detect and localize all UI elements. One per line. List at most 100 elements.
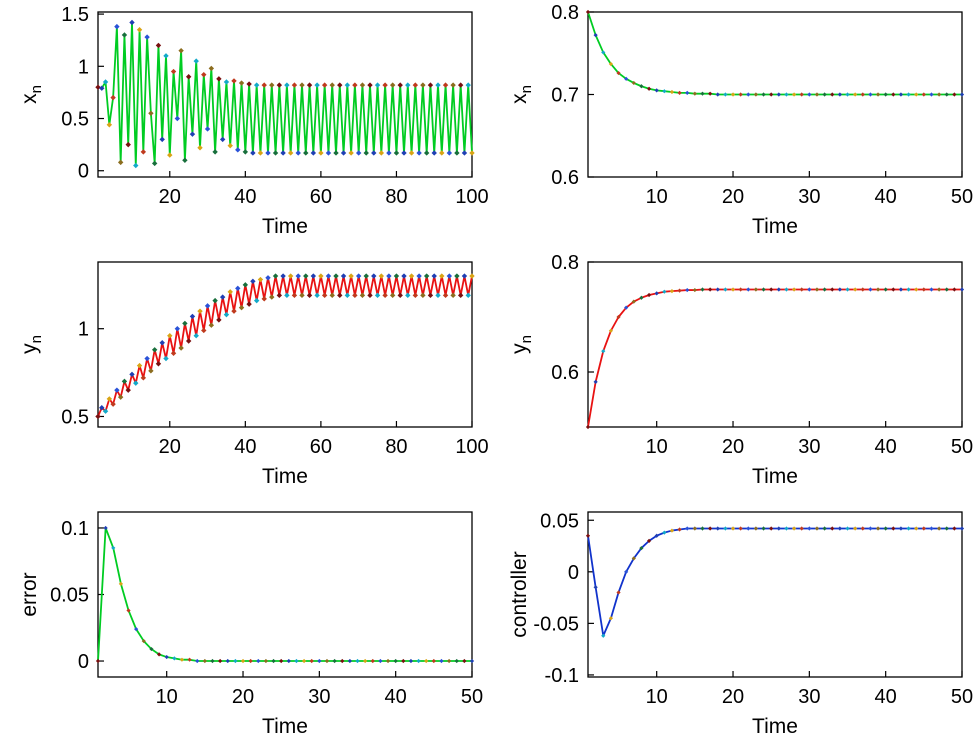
data-point-marker bbox=[837, 287, 842, 292]
x-tick-label: 100 bbox=[455, 186, 488, 208]
x-tick-label: 60 bbox=[310, 186, 332, 208]
chart-canvas-xn-chaotic: 20 40 60 80 100 0 0.5 1 1.5 Time xn bbox=[18, 4, 489, 238]
data-point-marker bbox=[265, 150, 271, 156]
data-point-marker bbox=[875, 287, 881, 292]
data-point-marker bbox=[608, 616, 613, 621]
data-point-marker bbox=[156, 652, 162, 657]
data-point-marker bbox=[140, 375, 147, 381]
data-point-marker bbox=[393, 658, 398, 664]
axes-box bbox=[97, 511, 473, 678]
x-tick-label: 60 bbox=[310, 436, 332, 458]
data-point-marker bbox=[314, 82, 320, 88]
data-point-marker bbox=[401, 273, 407, 279]
data-point-marker bbox=[393, 273, 400, 279]
subplot-yn-chaotic: 20 40 60 80 100 0.5 1 Time yn bbox=[0, 250, 490, 500]
data-point-marker bbox=[738, 526, 743, 531]
data-point-marker bbox=[170, 68, 177, 75]
data-point-marker bbox=[929, 526, 934, 531]
data-point-marker bbox=[389, 82, 396, 88]
tick-labels: 20 40 60 80 100 0.5 1 bbox=[61, 319, 489, 458]
data-point-marker bbox=[363, 150, 369, 156]
subplot-xn-controlled: 10 20 30 40 50 0.6 0.7 0.8 Time xn bbox=[490, 0, 980, 250]
data-point-marker bbox=[435, 82, 441, 88]
data-point-marker bbox=[133, 162, 139, 169]
chart-canvas-controller: 10 20 30 40 50 -0.1 -0.05 0 0.05 Time controller bbox=[508, 510, 973, 738]
data-point-marker bbox=[450, 292, 456, 299]
data-point-marker bbox=[868, 92, 873, 97]
data-point-marker bbox=[601, 633, 606, 638]
x-tick-label: 10 bbox=[156, 686, 178, 708]
x-axis-label: Time bbox=[262, 465, 308, 488]
x-tick-label: 40 bbox=[234, 186, 256, 208]
data-point-marker bbox=[374, 82, 381, 88]
data-point-marker bbox=[585, 424, 591, 430]
data-point-marker bbox=[446, 273, 453, 279]
data-point-marker bbox=[314, 292, 320, 299]
data-point-marker bbox=[435, 292, 441, 299]
data-point-marker bbox=[469, 658, 475, 664]
data-point-marker bbox=[799, 526, 804, 531]
data-point-marker bbox=[700, 91, 705, 96]
data-point-marker bbox=[624, 76, 629, 81]
data-point-marker bbox=[276, 292, 283, 299]
data-point-marker bbox=[929, 92, 934, 97]
data-point-marker bbox=[469, 273, 475, 279]
y-tick-label: 0.8 bbox=[551, 252, 579, 274]
axes-box bbox=[587, 511, 963, 678]
data-point-marker bbox=[235, 285, 241, 292]
data-point-marker bbox=[937, 287, 942, 292]
data-point-marker bbox=[359, 82, 366, 88]
data-point-marker bbox=[276, 82, 283, 88]
data-point-marker bbox=[367, 292, 373, 299]
data-point-marker bbox=[799, 92, 804, 97]
data-point-marker bbox=[256, 658, 261, 664]
data-point-marker bbox=[299, 292, 305, 299]
data-point-marker bbox=[860, 287, 865, 292]
series-markers bbox=[95, 273, 475, 420]
y-tick-label: 1 bbox=[78, 56, 89, 78]
data-point-marker bbox=[167, 152, 173, 158]
data-point-marker bbox=[944, 526, 949, 531]
data-point-marker bbox=[310, 150, 317, 156]
subplot-error: 10 20 30 40 50 0 0.05 0.1 Time error bbox=[0, 500, 490, 750]
data-point-marker bbox=[914, 526, 919, 531]
data-point-marker bbox=[442, 82, 449, 88]
data-point-marker bbox=[189, 131, 196, 137]
data-point-marker bbox=[959, 92, 965, 97]
data-point-marker bbox=[301, 658, 307, 664]
tick-marks bbox=[588, 519, 963, 677]
data-point-marker bbox=[730, 287, 736, 292]
data-point-marker bbox=[201, 71, 207, 78]
x-tick-label: 10 bbox=[646, 186, 668, 208]
data-point-marker bbox=[374, 292, 381, 299]
data-point-marker bbox=[306, 82, 313, 88]
data-point-marker bbox=[309, 658, 314, 664]
data-point-marker bbox=[172, 656, 177, 661]
data-point-marker bbox=[446, 150, 453, 156]
data-point-marker bbox=[201, 327, 207, 334]
data-point-marker bbox=[182, 157, 188, 163]
data-point-marker bbox=[329, 82, 335, 88]
data-point-marker bbox=[439, 658, 444, 664]
data-point-marker bbox=[891, 92, 896, 97]
data-point-marker bbox=[95, 658, 101, 664]
data-point-marker bbox=[662, 530, 667, 535]
data-point-marker bbox=[106, 396, 113, 402]
data-point-marker bbox=[294, 658, 299, 664]
x-tick-label: 30 bbox=[798, 436, 820, 458]
data-point-marker bbox=[242, 149, 249, 155]
data-point-marker bbox=[129, 371, 135, 378]
data-point-marker bbox=[370, 658, 375, 664]
data-point-marker bbox=[776, 526, 781, 531]
data-point-marker bbox=[386, 150, 392, 156]
data-point-marker bbox=[646, 538, 652, 543]
data-point-marker bbox=[431, 273, 437, 279]
data-point-marker bbox=[769, 92, 774, 97]
data-point-marker bbox=[677, 527, 682, 532]
data-point-marker bbox=[898, 526, 904, 531]
data-point-marker bbox=[148, 368, 154, 374]
x-tick-label: 40 bbox=[875, 186, 897, 208]
data-point-marker bbox=[257, 276, 264, 283]
data-point-marker bbox=[110, 94, 116, 101]
